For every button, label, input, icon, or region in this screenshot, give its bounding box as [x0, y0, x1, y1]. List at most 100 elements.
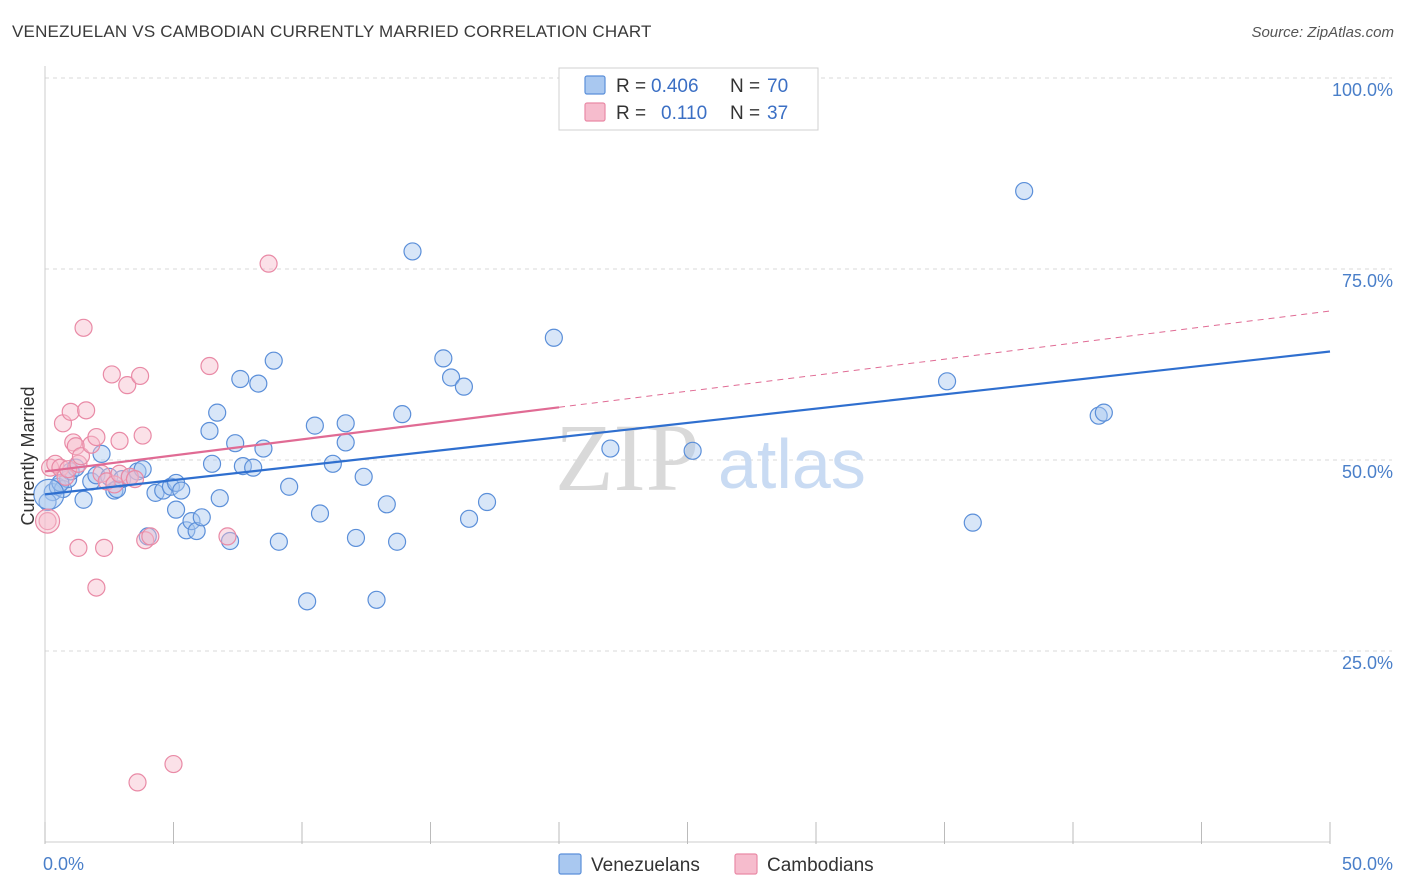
cambodian-point — [200, 356, 219, 376]
cambodian-point — [118, 376, 137, 395]
legend-r-value: 0.406 — [651, 76, 699, 97]
venezuelan-point — [963, 513, 982, 532]
legend-n-value: 70 — [767, 76, 788, 97]
legend-n-value: 37 — [767, 103, 788, 124]
cambodian-trend-extension — [558, 310, 1331, 408]
venezuelan-point — [683, 441, 702, 460]
cambodian-point — [133, 426, 152, 445]
watermark-atlas: atlas — [718, 425, 866, 503]
cambodian-point — [141, 527, 160, 546]
venezuelan-point — [377, 495, 396, 514]
legend-swatch-venezuelans — [584, 75, 606, 95]
legend-swatch-cambodians — [734, 853, 758, 875]
cambodian-point — [110, 431, 129, 450]
venezuelan-point — [187, 521, 206, 541]
cambodian-trend-line — [44, 406, 560, 473]
venezuelan-point — [231, 369, 250, 389]
cambodian-point — [77, 401, 96, 420]
venezuelan-point — [264, 351, 283, 370]
grid — [45, 77, 1392, 652]
cambodian-point — [87, 427, 106, 447]
tick-labels: 100.0% 75.0% 50.0% 25.0% 0.0% 50.0% — [43, 80, 1393, 874]
venezuelan-point — [200, 421, 219, 441]
venezuelan-point — [269, 532, 288, 551]
cambodian-point — [130, 366, 150, 386]
cambodian-point — [164, 754, 183, 774]
venezuelan-point — [177, 521, 196, 540]
x-tick-label: 0.0% — [43, 854, 84, 874]
venezuelan-point — [92, 444, 111, 463]
cambodian-point — [105, 475, 124, 494]
legend-r-label: R = — [616, 103, 646, 124]
venezuelan-point — [937, 372, 957, 391]
legend-r-label: R = — [616, 76, 646, 97]
venezuelan-point — [544, 328, 563, 347]
legend-r-value: 0.110 — [661, 103, 707, 124]
cambodian-point — [61, 402, 80, 421]
data-points — [33, 181, 1113, 792]
venezuelan-point — [166, 500, 186, 519]
venezuelan-point — [305, 416, 324, 435]
cambodian-point — [66, 437, 85, 456]
cambodian-point — [34, 508, 61, 534]
venezuelan-point — [346, 528, 366, 548]
legend-swatch-venezuelans — [558, 853, 582, 875]
series-legend: Venezuelans Cambodians — [558, 853, 874, 876]
legend-label-venezuelans: Venezuelans — [591, 855, 700, 876]
venezuelan-point — [244, 458, 263, 477]
venezuelan-point — [477, 492, 497, 512]
y-axis-title: Currently Married — [18, 386, 38, 525]
venezuelan-point — [1015, 181, 1034, 201]
y-tick-label: 75.0% — [1342, 271, 1393, 291]
venezuelan-point — [601, 439, 620, 458]
cambodian-point — [69, 538, 88, 557]
y-tick-label: 25.0% — [1342, 653, 1393, 673]
watermark-zip: ZIP — [555, 404, 699, 511]
cambodian-point — [38, 512, 57, 531]
venezuelan-point — [336, 433, 355, 452]
legend-label-cambodians: Cambodians — [767, 855, 874, 876]
venezuelan-point — [459, 509, 479, 528]
venezuelan-trend-line — [44, 350, 1331, 496]
venezuelan-point — [182, 512, 201, 531]
cambodian-point — [74, 318, 93, 337]
venezuelan-point — [434, 349, 453, 368]
venezuelan-point — [1089, 406, 1108, 425]
venezuelan-point — [393, 405, 412, 424]
venezuelan-point — [208, 403, 227, 422]
legend-swatch-cambodians — [584, 102, 606, 122]
venezuelan-point — [354, 467, 373, 486]
venezuelan-point — [441, 368, 461, 387]
venezuelan-point — [298, 592, 317, 611]
cambodian-point — [102, 365, 121, 384]
venezuelan-point — [249, 374, 268, 393]
chart-source: Source: ZipAtlas.com — [1251, 24, 1394, 41]
venezuelan-point — [172, 481, 191, 500]
trend-lines — [44, 310, 1331, 496]
legend-n-label: N = — [730, 76, 760, 97]
cambodian-point — [95, 538, 114, 557]
venezuelan-point — [336, 414, 355, 433]
watermark: ZIP atlas — [555, 404, 866, 511]
venezuelan-point — [202, 454, 222, 473]
venezuelan-point — [387, 532, 407, 551]
cambodian-point — [87, 578, 106, 597]
axes — [44, 66, 1331, 844]
x-tick-label: 50.0% — [1342, 854, 1393, 874]
venezuelan-point — [403, 242, 422, 261]
venezuelan-point — [310, 504, 330, 523]
y-tick-label: 50.0% — [1342, 462, 1393, 482]
venezuelan-point — [367, 590, 386, 609]
venezuelan-point — [210, 489, 229, 508]
cambodian-point — [128, 773, 147, 792]
y-tick-label: 100.0% — [1332, 80, 1393, 100]
cambodian-point — [259, 254, 278, 273]
cambodian-point — [218, 527, 237, 546]
legend-n-label: N = — [730, 103, 760, 124]
cambodian-point — [71, 447, 91, 466]
venezuelan-point — [454, 377, 474, 396]
venezuelan-point — [74, 490, 93, 509]
venezuelan-point — [280, 477, 299, 496]
correlation-legend: R = 0.406 N = 70 R = 0.110 N = 37 — [558, 67, 819, 131]
